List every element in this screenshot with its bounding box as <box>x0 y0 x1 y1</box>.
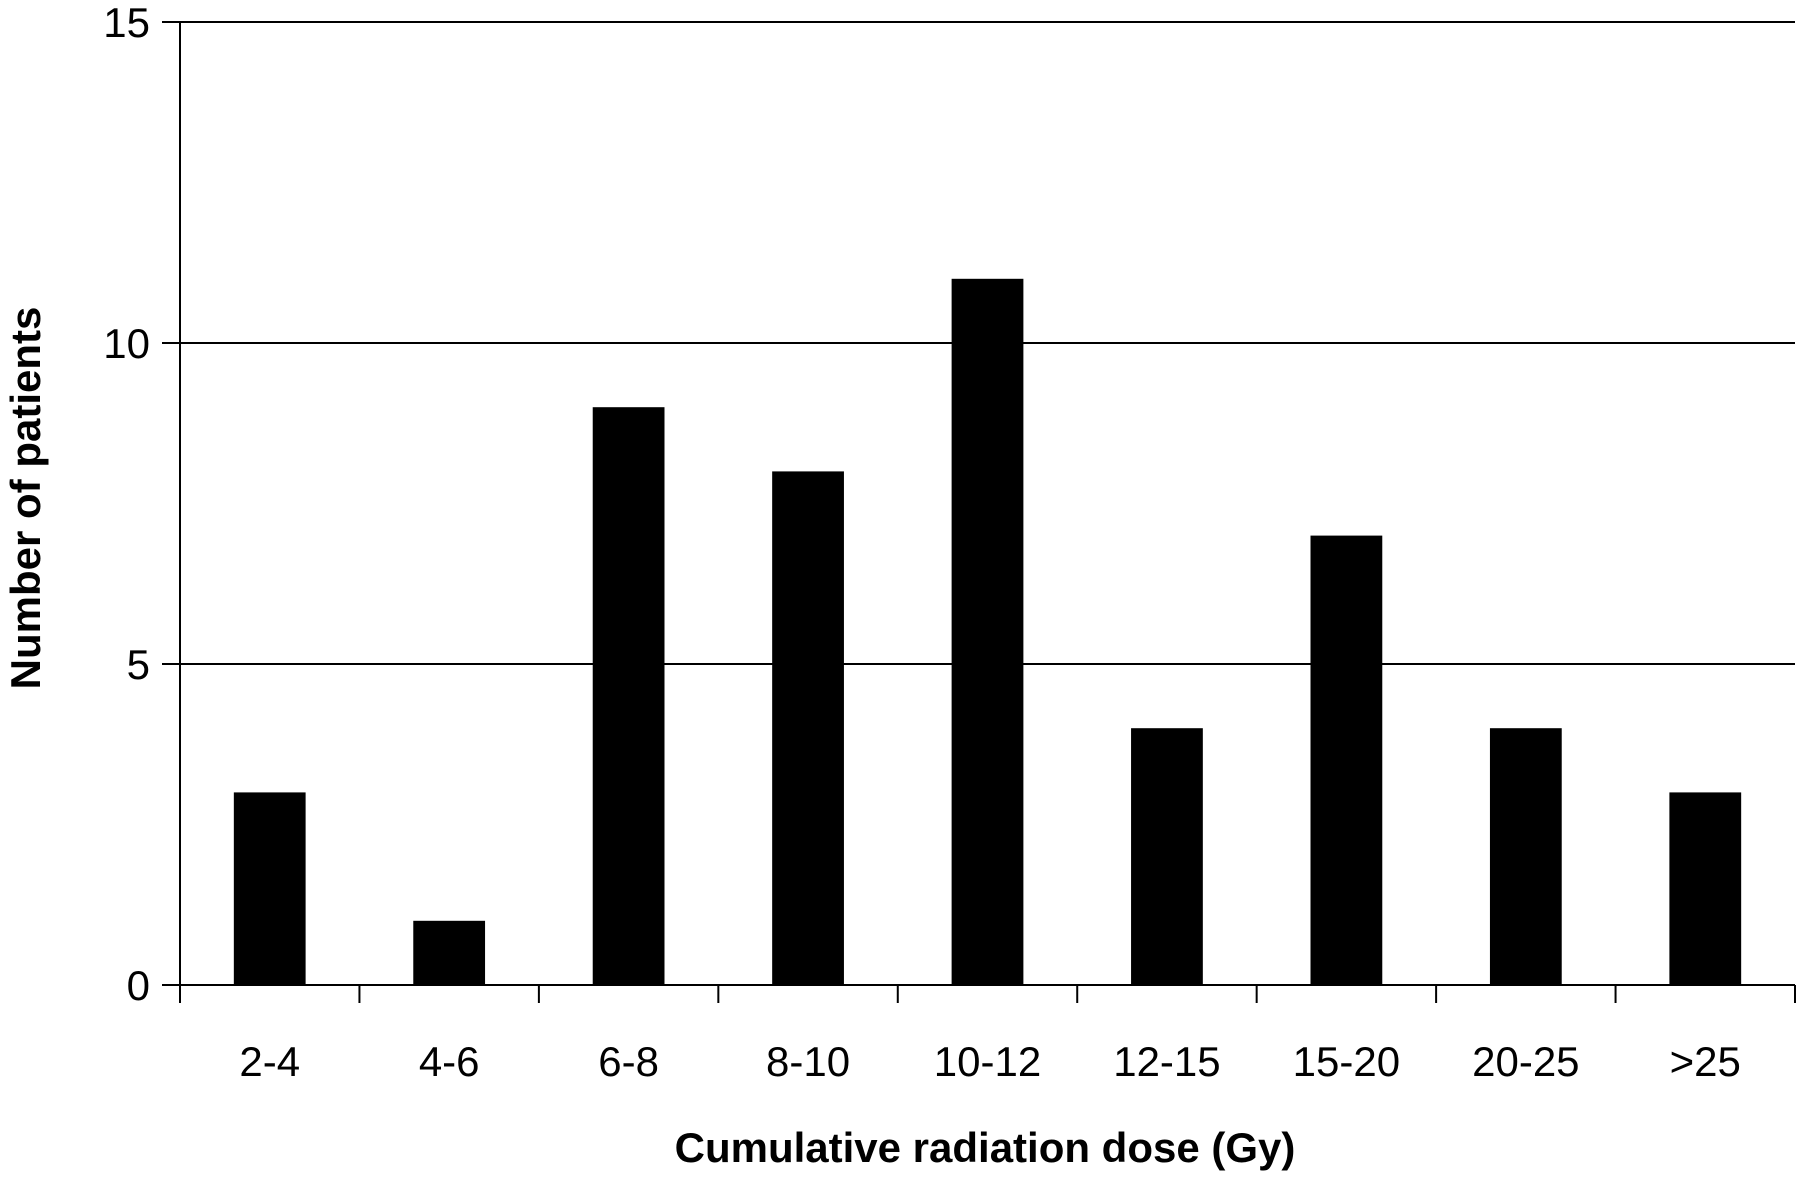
bar-20-25 <box>1489 728 1562 985</box>
y-tick-label-0: 0 <box>127 962 150 1009</box>
bar->25 <box>1669 792 1742 985</box>
y-tick-label-15: 15 <box>103 0 150 46</box>
x-tick-label-8-10: 8-10 <box>766 1038 850 1085</box>
bar-2-4 <box>233 792 306 985</box>
bar-15-20 <box>1310 535 1383 985</box>
x-axis-title: Cumulative radiation dose (Gy) <box>675 1124 1296 1171</box>
bar-10-12 <box>951 278 1024 985</box>
axes <box>162 21 1796 1003</box>
x-tick-label-6-8: 6-8 <box>598 1038 659 1085</box>
x-tick-label-20-25: 20-25 <box>1472 1038 1579 1085</box>
x-tick-label-2-4: 2-4 <box>239 1038 300 1085</box>
y-tick-labels: 0 5 10 15 <box>103 0 150 1009</box>
bar-8-10 <box>772 471 844 985</box>
y-tick-label-5: 5 <box>127 641 150 688</box>
x-tick-label-4-6: 4-6 <box>419 1038 480 1085</box>
bar-12-15 <box>1131 728 1203 985</box>
y-tick-label-10: 10 <box>103 320 150 367</box>
x-tick-label-12-15: 12-15 <box>1113 1038 1220 1085</box>
bar-6-8 <box>592 407 665 985</box>
x-tick-label-10-12: 10-12 <box>934 1038 1041 1085</box>
x-tick-labels: 2-4 4-6 6-8 8-10 10-12 12-15 15-20 20-25 >25 <box>239 1038 1741 1085</box>
x-tick-label->25: >25 <box>1670 1038 1741 1085</box>
bar-4-6 <box>413 920 486 985</box>
bars <box>233 278 1742 985</box>
x-tick-label-15-20: 15-20 <box>1293 1038 1400 1085</box>
y-axis-title: Number of patients <box>2 307 49 690</box>
